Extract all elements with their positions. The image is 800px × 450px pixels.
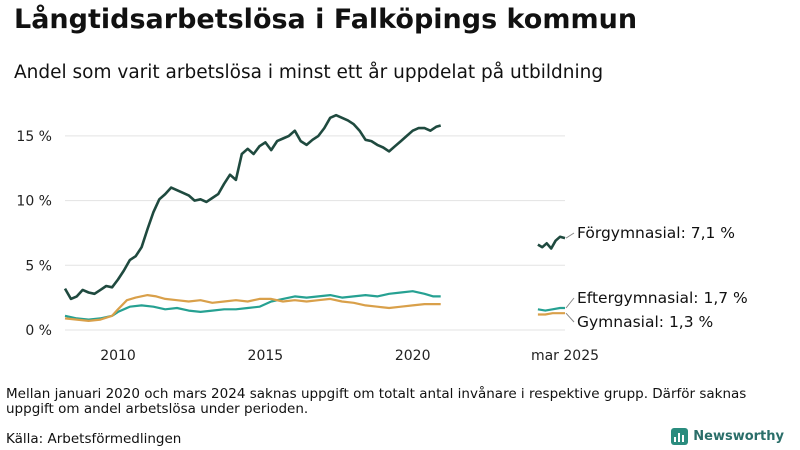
series-line-förgymnasial (537, 235, 566, 250)
source-text: Källa: Arbetsförmedlingen (6, 431, 182, 447)
bar-chart-icon (671, 428, 689, 445)
series-line-eftergymnasial (64, 290, 441, 321)
y-tick-label: 0 % (25, 323, 52, 339)
newsworthy-logo[interactable]: Newsworthy (671, 428, 784, 445)
x-tick-label: 2010 (100, 348, 136, 364)
y-axis-ticks: 0 % 5 % 10 % 15 % (16, 129, 52, 339)
footnote: Mellan januari 2020 och mars 2024 saknas… (6, 386, 747, 417)
y-tick-label: 15 % (16, 129, 52, 145)
series-end-label: Förgymnasial: 7,1 % (577, 224, 735, 242)
label-connector (565, 232, 575, 239)
x-axis-ticks: 2010 2015 2020 mar 2025 (100, 348, 599, 364)
series-line-gymnasial (64, 294, 441, 322)
label-connector (565, 297, 575, 309)
y-tick-label: 5 % (25, 258, 52, 274)
grid-lines (65, 135, 565, 331)
chart-subtitle: Andel som varit arbetslösa i minst ett å… (14, 62, 604, 83)
x-tick-label: 2015 (248, 348, 284, 364)
series-lines (63, 113, 566, 322)
series-end-label: Eftergymnasial: 1,7 % (577, 289, 748, 307)
x-tick-label: 2020 (395, 348, 431, 364)
series-line-förgymnasial (63, 113, 442, 301)
series-line-gymnasial (537, 312, 565, 316)
series-line-eftergymnasial (537, 306, 565, 312)
label-connector (565, 312, 575, 323)
line-chart: 0 % 5 % 10 % 15 % 2010 2015 2020 mar 2025 Förg… (16, 113, 748, 364)
series-end-label: Gymnasial: 1,3 % (577, 313, 713, 331)
series-end-labels: Förgymnasial: 7,1 % Eftergymnasial: 1,7 %… (565, 224, 748, 331)
x-tick-label: mar 2025 (531, 348, 599, 364)
brand-name: Newsworthy (693, 429, 784, 444)
chart-title: Långtidsarbetslösa i Falköpings kommun (14, 4, 638, 35)
y-tick-label: 10 % (16, 194, 52, 210)
